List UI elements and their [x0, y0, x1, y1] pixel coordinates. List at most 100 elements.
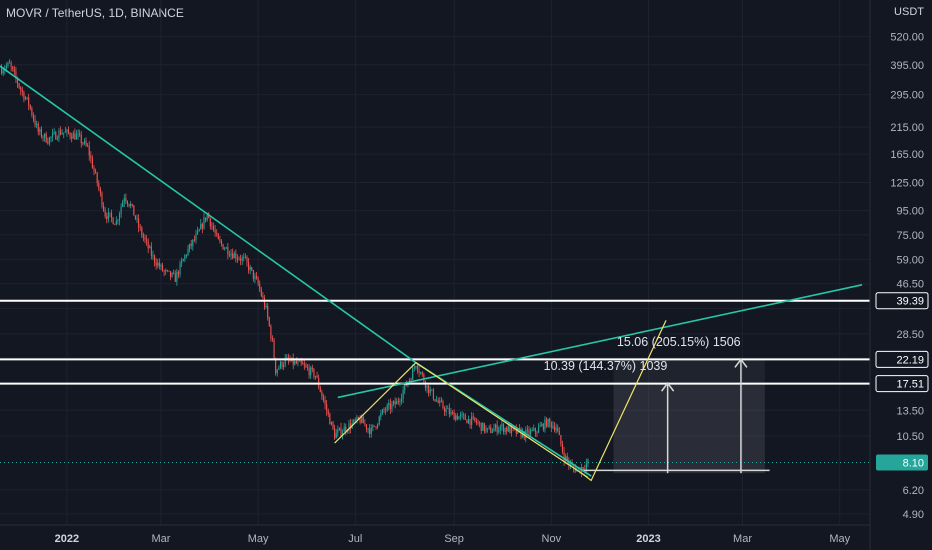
candle-body	[83, 140, 86, 144]
candle-body	[133, 205, 135, 216]
candle-body	[278, 367, 280, 370]
candle-body	[507, 426, 509, 432]
candle-body	[533, 428, 535, 431]
candle-body	[217, 233, 219, 240]
candle-body	[536, 432, 538, 434]
candle-body	[243, 257, 245, 259]
candle-body	[375, 426, 377, 428]
candle-body	[71, 136, 73, 139]
currency-label: USDT	[894, 6, 924, 18]
candle-body	[544, 419, 546, 430]
candle-body	[69, 133, 71, 137]
candle-body	[104, 210, 106, 217]
candle-body	[171, 273, 173, 277]
candle-body	[437, 400, 439, 403]
candle-body	[501, 424, 503, 427]
candle-body	[450, 411, 452, 415]
level-badge: 39.39	[896, 296, 924, 308]
candle-body	[294, 361, 296, 365]
candle-body	[316, 375, 318, 378]
candle-body	[232, 253, 234, 259]
candle-body	[308, 368, 310, 376]
candle-body	[393, 401, 395, 404]
candle-body	[265, 305, 267, 308]
candle-body	[335, 432, 337, 439]
candle-body	[29, 105, 31, 109]
candle-body	[9, 62, 11, 64]
candle-body	[281, 362, 283, 368]
candle-body	[354, 419, 356, 421]
candle-body	[59, 130, 62, 135]
candle-body	[330, 422, 332, 425]
candle-body	[483, 423, 485, 432]
candle-body	[160, 264, 162, 267]
candle-body	[448, 408, 450, 415]
candle-body	[515, 428, 517, 434]
candle-body	[436, 400, 438, 402]
candle-body	[252, 269, 254, 279]
y-tick-label: 520.00	[890, 32, 924, 44]
candle-body	[547, 418, 549, 427]
candle-body	[491, 431, 493, 433]
y-tick-label: 75.00	[896, 230, 924, 242]
candle-body	[268, 317, 270, 326]
candle-body	[367, 428, 369, 430]
candle-body	[149, 246, 151, 249]
candle-body	[154, 255, 156, 263]
candle-body	[362, 416, 364, 424]
candle-body	[146, 239, 148, 241]
candle-body	[40, 129, 42, 137]
candle-body	[275, 358, 277, 374]
y-tick-label: 28.50	[896, 329, 924, 341]
candle-body	[327, 410, 329, 414]
candle-body	[305, 365, 307, 367]
candle-body	[340, 427, 342, 436]
y-tick-label: 395.00	[890, 60, 924, 72]
candle-body	[410, 379, 412, 381]
candle-body	[203, 217, 205, 229]
candle-body	[80, 134, 82, 144]
candle-body	[550, 422, 552, 428]
candle-body	[283, 364, 285, 368]
candle-body	[563, 451, 565, 461]
pattern-left	[334, 362, 417, 444]
candle-body	[421, 372, 423, 375]
candle-body	[181, 261, 183, 264]
grid-layer	[0, 0, 870, 525]
candle-body	[235, 253, 237, 259]
candle-body	[471, 416, 473, 425]
candle-body	[321, 391, 323, 397]
candle-body	[173, 273, 175, 274]
candle-body	[204, 217, 207, 221]
candle-body	[386, 405, 388, 411]
y-tick-label: 215.00	[890, 122, 924, 134]
candle-body	[279, 362, 281, 368]
candle-body	[557, 427, 559, 431]
candle-body	[163, 270, 165, 272]
candle-body	[318, 377, 320, 388]
candle-body	[385, 409, 387, 411]
candle-body	[74, 133, 76, 140]
candle-body	[459, 414, 462, 417]
candle-body	[480, 422, 482, 431]
candle-body	[222, 244, 224, 250]
candle-body	[458, 416, 460, 420]
candle-body	[184, 255, 186, 260]
candle-body	[273, 339, 275, 359]
candle-body	[48, 137, 50, 144]
candle-body	[13, 69, 15, 72]
candle-body	[479, 422, 481, 424]
candle-body	[487, 428, 489, 429]
ascending-trendline	[337, 284, 863, 399]
candle-body	[85, 140, 87, 146]
candle-body	[166, 270, 168, 272]
candle-body	[391, 403, 393, 410]
candle-body	[571, 463, 573, 466]
candle-body	[66, 129, 68, 132]
candle-body	[45, 133, 47, 143]
candle-body	[1, 68, 3, 74]
candle-body	[254, 276, 256, 279]
candle-body	[117, 220, 119, 222]
candle-body	[302, 362, 304, 365]
